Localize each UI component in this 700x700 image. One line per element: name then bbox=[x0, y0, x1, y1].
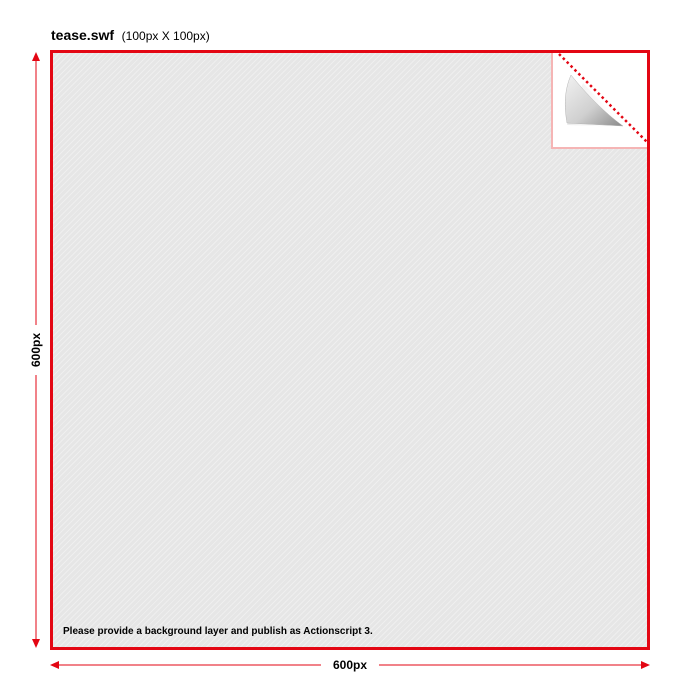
page-title: tease.swf (100px X 100px) bbox=[51, 27, 210, 43]
file-dimensions: (100px X 100px) bbox=[121, 29, 210, 43]
swf-canvas: Please provide a background layer and pu… bbox=[50, 50, 650, 650]
fold-line bbox=[558, 53, 647, 144]
height-arrow-top bbox=[32, 52, 40, 61]
height-label: 600px bbox=[29, 324, 43, 376]
width-label: 600px bbox=[320, 658, 380, 672]
instruction-text: Please provide a background layer and pu… bbox=[63, 626, 373, 637]
height-arrow-bottom bbox=[32, 639, 40, 648]
page-curl-icon bbox=[558, 53, 647, 144]
tease-preview bbox=[551, 53, 647, 149]
file-name: tease.swf bbox=[51, 27, 115, 43]
width-arrow-right bbox=[641, 661, 650, 669]
width-arrow-left bbox=[50, 661, 59, 669]
